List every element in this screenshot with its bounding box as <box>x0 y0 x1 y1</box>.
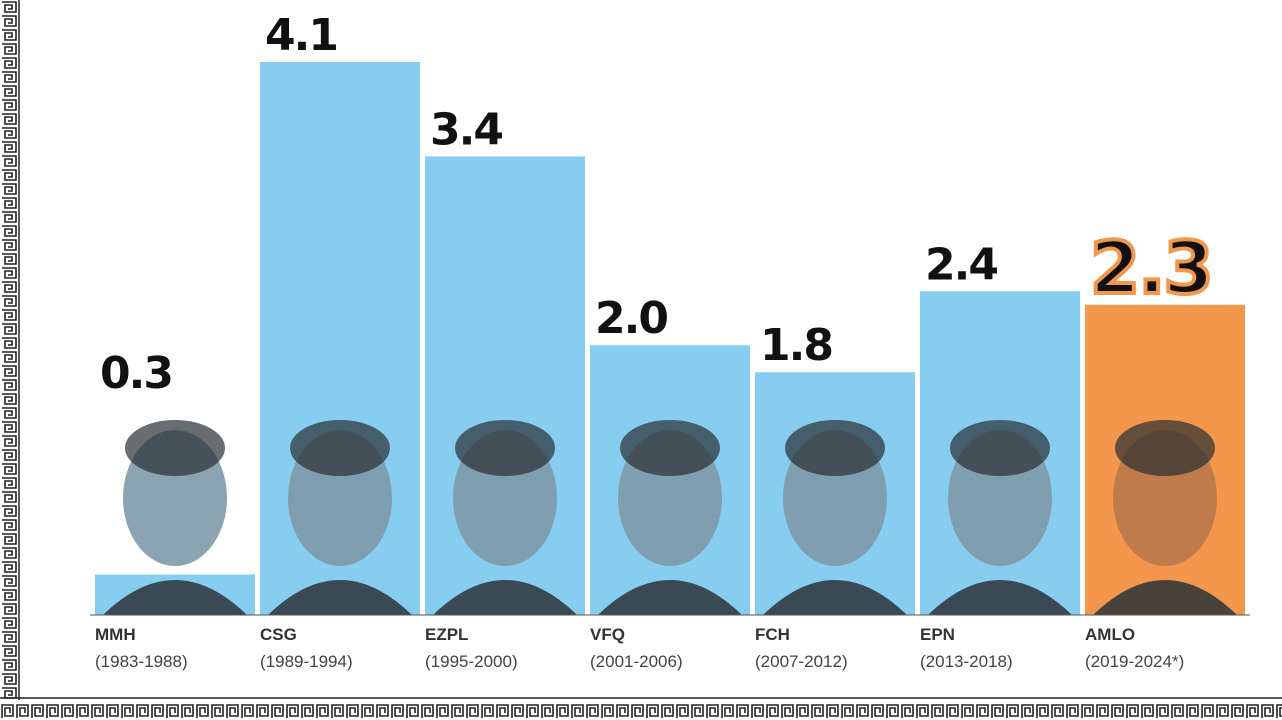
portrait-shoulders <box>1093 580 1237 615</box>
portrait-shoulders <box>103 580 247 615</box>
portrait-shoulders <box>433 580 577 615</box>
period-label: (1995-2000) <box>425 652 518 671</box>
portrait-hair <box>125 420 225 476</box>
value-label: 0.3 <box>100 348 172 399</box>
portrait-hair <box>455 420 555 476</box>
value-label: 3.4 <box>430 104 502 155</box>
plot: 0.3 MMH (1983-1988) 4.1 CSG (1989-1994) 3.4 EZP… <box>90 10 1250 671</box>
x-tick-label: CSG <box>260 625 297 644</box>
portrait-shoulders <box>763 580 907 615</box>
x-tick-label: VFQ <box>590 625 625 644</box>
portrait-hair <box>785 420 885 476</box>
portrait-shoulders <box>928 580 1072 615</box>
value-label: 2.3 <box>1090 226 1212 310</box>
value-label: 4.1 <box>265 10 337 61</box>
border-left <box>0 0 18 700</box>
value-label: 2.0 <box>595 293 667 344</box>
portrait-hair <box>950 420 1050 476</box>
period-label: (1989-1994) <box>260 652 353 671</box>
period-label: (2013-2018) <box>920 652 1013 671</box>
x-tick-label: MMH <box>95 625 136 644</box>
portrait-shoulders <box>598 580 742 615</box>
x-tick-label: AMLO <box>1085 625 1135 644</box>
x-tick-label: FCH <box>755 625 790 644</box>
period-label: (2019-2024*) <box>1085 652 1184 671</box>
value-label: 2.4 <box>925 239 997 290</box>
portrait-shoulders <box>268 580 412 615</box>
portrait-hair <box>620 420 720 476</box>
border-bottom <box>0 700 1282 720</box>
period-label: (1983-1988) <box>95 652 188 671</box>
period-label: (2001-2006) <box>590 652 683 671</box>
x-tick-label: EPN <box>920 625 955 644</box>
value-label: 1.8 <box>760 320 832 371</box>
portrait-hair <box>290 420 390 476</box>
portrait-hair <box>1115 420 1215 476</box>
period-label: (2007-2012) <box>755 652 848 671</box>
x-tick-label: EZPL <box>425 625 468 644</box>
